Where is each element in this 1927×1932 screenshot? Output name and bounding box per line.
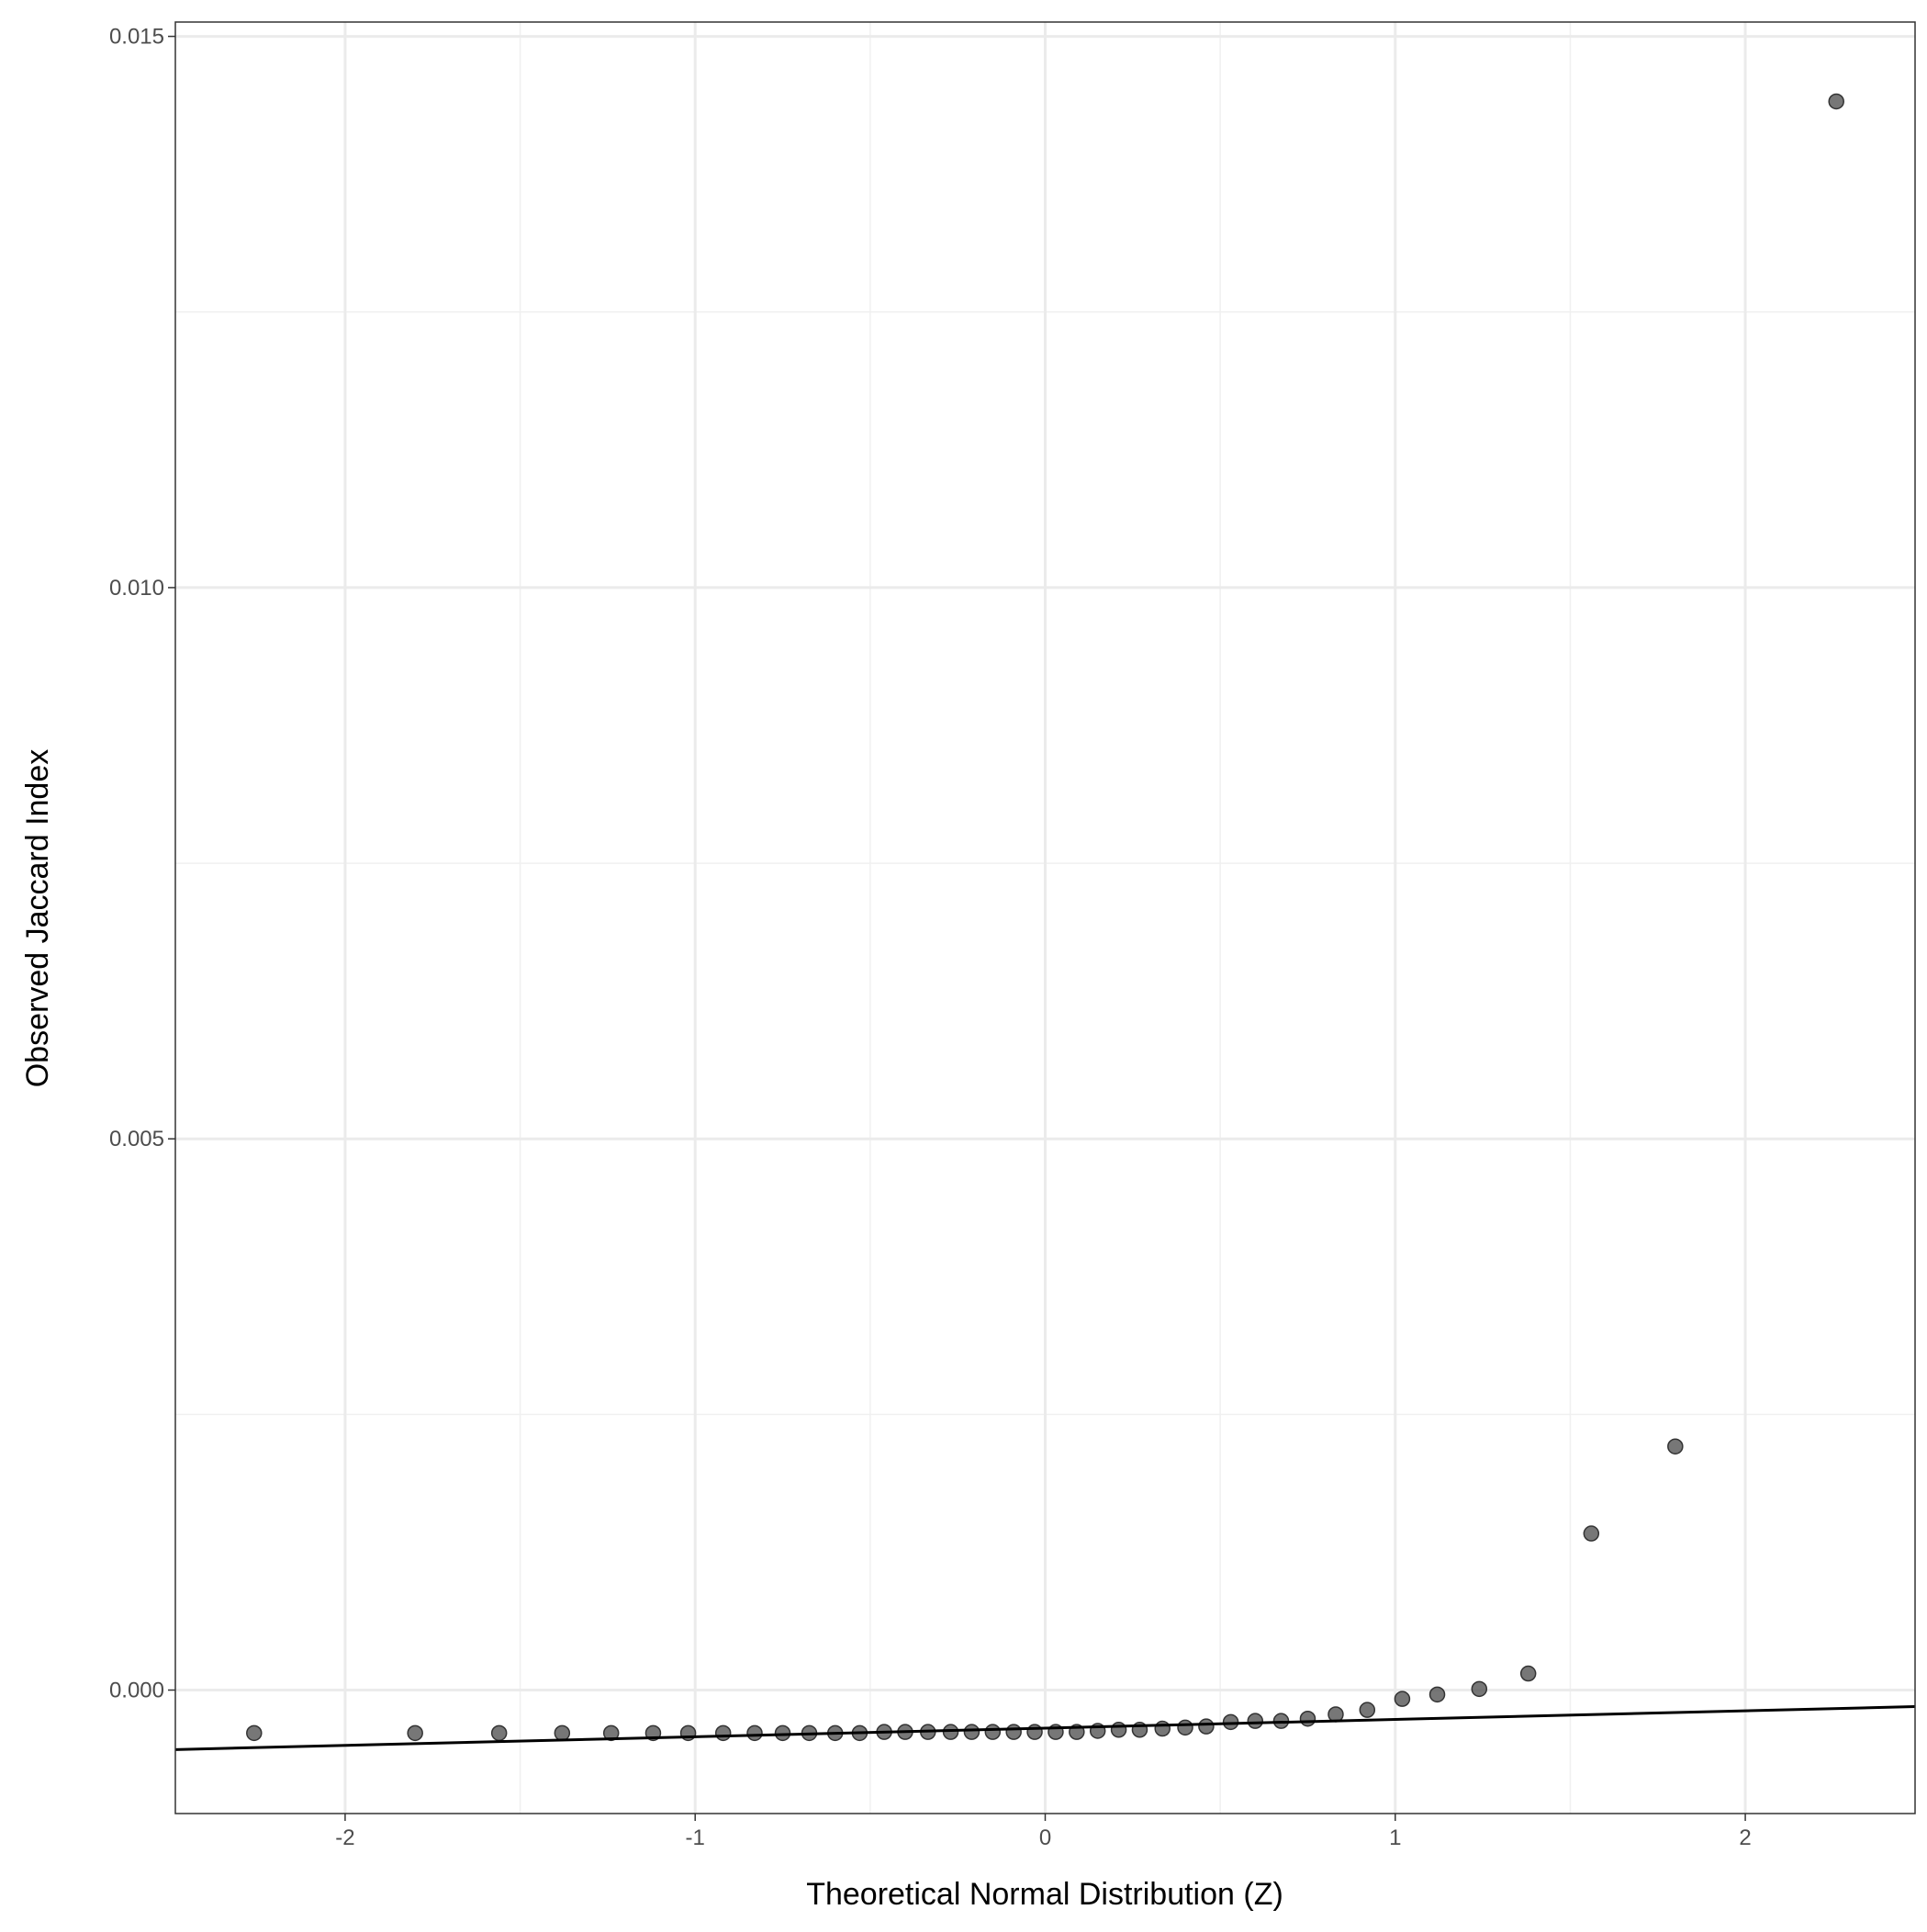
point — [1005, 1724, 1022, 1740]
y-tick-label: 0.005 — [109, 1127, 164, 1151]
point — [942, 1724, 959, 1740]
panel-border — [174, 21, 1916, 1814]
point — [1394, 1690, 1411, 1707]
x-tick-label: 1 — [1389, 1825, 1401, 1850]
x-tick-label: 0 — [1039, 1825, 1051, 1850]
x-tick-label: -2 — [335, 1825, 354, 1850]
point — [490, 1724, 508, 1742]
point — [1828, 93, 1844, 110]
x-axis-title: Theoretical Normal Distribution (Z) — [806, 1877, 1283, 1912]
point — [1428, 1686, 1446, 1703]
y-axis-title: Observed Jaccard Index — [20, 749, 55, 1088]
point — [1154, 1720, 1171, 1737]
point — [1247, 1713, 1264, 1729]
point — [746, 1724, 763, 1742]
point — [1110, 1722, 1127, 1738]
point — [1471, 1680, 1488, 1698]
point — [554, 1724, 571, 1742]
point — [1299, 1710, 1316, 1727]
point — [1519, 1665, 1537, 1682]
point — [1583, 1525, 1600, 1542]
point — [984, 1724, 1002, 1740]
point — [963, 1724, 980, 1740]
point — [1026, 1724, 1043, 1740]
point — [714, 1724, 732, 1742]
x-tick-label: 2 — [1739, 1825, 1751, 1850]
point — [407, 1724, 423, 1742]
point — [1667, 1438, 1684, 1455]
point — [246, 1724, 263, 1742]
point — [774, 1724, 791, 1742]
x-tick-label: -1 — [686, 1825, 705, 1850]
y-tick-label: 0.015 — [109, 25, 164, 50]
point — [1198, 1718, 1215, 1735]
y-tick-label: 0.000 — [109, 1679, 164, 1703]
point — [1177, 1719, 1193, 1736]
reference-line — [175, 1705, 1915, 1751]
y-tick-label: 0.010 — [109, 576, 164, 601]
point — [1359, 1702, 1376, 1718]
point — [602, 1724, 620, 1742]
